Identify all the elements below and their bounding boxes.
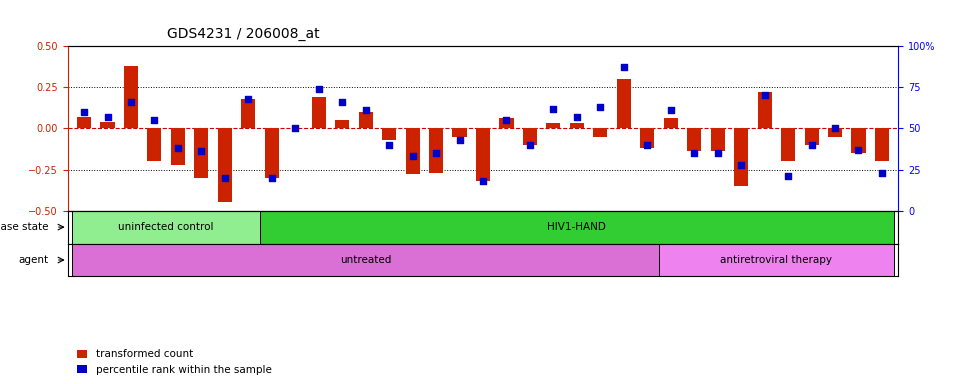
Point xyxy=(827,125,842,131)
Text: uninfected control: uninfected control xyxy=(119,222,213,232)
Point xyxy=(288,125,303,131)
Point xyxy=(147,117,162,123)
Point xyxy=(687,150,702,156)
Point xyxy=(311,86,327,92)
Point xyxy=(428,150,443,156)
Point xyxy=(334,99,350,105)
Bar xyxy=(335,120,350,128)
Bar xyxy=(570,123,583,128)
Bar xyxy=(358,112,373,128)
Point xyxy=(639,142,655,148)
Point xyxy=(616,65,632,71)
Point xyxy=(382,142,397,148)
Bar xyxy=(593,128,608,137)
Bar xyxy=(124,66,138,128)
Bar xyxy=(734,128,749,186)
Bar xyxy=(312,97,326,128)
Bar xyxy=(523,128,537,145)
Point xyxy=(241,96,256,102)
Bar xyxy=(383,128,396,140)
Point xyxy=(804,142,819,148)
Point xyxy=(546,106,561,112)
Bar xyxy=(781,128,795,161)
Bar xyxy=(687,128,701,151)
Point xyxy=(405,153,420,159)
Point xyxy=(498,117,514,123)
Point xyxy=(663,107,678,113)
Point xyxy=(217,175,233,181)
Bar xyxy=(194,128,209,178)
Bar xyxy=(217,128,232,202)
Text: antiretroviral therapy: antiretroviral therapy xyxy=(721,255,833,265)
Bar xyxy=(616,79,631,128)
Bar xyxy=(148,128,161,161)
Point xyxy=(452,137,468,143)
Point xyxy=(475,178,491,184)
Bar xyxy=(659,243,894,276)
Point xyxy=(710,150,725,156)
Bar xyxy=(757,92,772,128)
Text: HIV1-HAND: HIV1-HAND xyxy=(548,222,607,232)
Point xyxy=(874,170,890,176)
Point xyxy=(99,114,115,120)
Point xyxy=(358,107,374,113)
Bar xyxy=(406,128,419,174)
Bar xyxy=(100,122,115,128)
Bar xyxy=(242,99,255,128)
Bar xyxy=(260,211,894,243)
Point xyxy=(523,142,538,148)
Bar xyxy=(476,128,490,181)
Bar xyxy=(640,128,654,148)
Bar xyxy=(664,119,678,128)
Bar xyxy=(828,128,842,137)
Point xyxy=(851,147,867,153)
Bar xyxy=(265,128,279,178)
Bar xyxy=(875,128,889,161)
Bar xyxy=(429,128,443,173)
Point xyxy=(757,93,773,99)
Point xyxy=(569,114,584,120)
Bar xyxy=(499,119,514,128)
Point xyxy=(264,175,279,181)
Bar xyxy=(805,128,818,145)
Bar xyxy=(72,211,260,243)
Bar xyxy=(171,128,185,165)
Text: untreated: untreated xyxy=(340,255,391,265)
Bar xyxy=(547,123,560,128)
Point xyxy=(193,148,209,154)
Point xyxy=(781,173,796,179)
Bar xyxy=(851,128,866,153)
Point xyxy=(76,109,92,115)
Text: disease state: disease state xyxy=(0,222,49,232)
Legend: transformed count, percentile rank within the sample: transformed count, percentile rank withi… xyxy=(72,345,275,379)
Point xyxy=(733,162,749,168)
Bar xyxy=(77,117,91,128)
Point xyxy=(124,99,139,105)
Bar xyxy=(72,243,659,276)
Point xyxy=(170,145,185,151)
Text: GDS4231 / 206008_at: GDS4231 / 206008_at xyxy=(167,27,320,41)
Bar xyxy=(711,128,724,151)
Point xyxy=(592,104,608,110)
Text: agent: agent xyxy=(18,255,49,265)
Bar xyxy=(452,128,467,137)
